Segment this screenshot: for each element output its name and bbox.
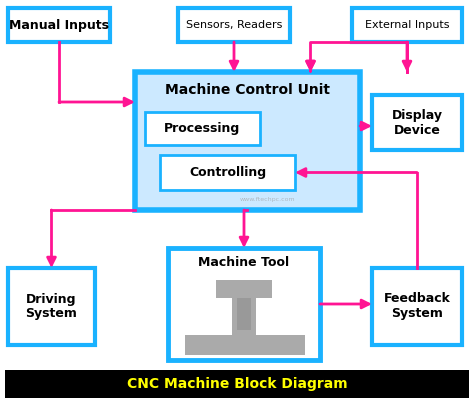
FancyBboxPatch shape: [8, 268, 95, 345]
FancyBboxPatch shape: [168, 248, 320, 360]
Text: Driving
System: Driving System: [26, 292, 77, 320]
Text: Controlling: Controlling: [189, 166, 266, 179]
FancyBboxPatch shape: [8, 8, 110, 42]
Text: External Inputs: External Inputs: [365, 20, 449, 30]
FancyBboxPatch shape: [237, 298, 251, 330]
Text: www.ftechpc.com: www.ftechpc.com: [240, 198, 295, 203]
FancyBboxPatch shape: [145, 112, 260, 145]
FancyBboxPatch shape: [216, 280, 272, 298]
FancyBboxPatch shape: [5, 370, 469, 398]
Text: Machine Tool: Machine Tool: [199, 255, 290, 269]
Text: Machine Control Unit: Machine Control Unit: [165, 83, 330, 97]
FancyBboxPatch shape: [135, 72, 360, 210]
FancyBboxPatch shape: [372, 95, 462, 150]
Text: Sensors, Readers: Sensors, Readers: [186, 20, 282, 30]
Text: Processing: Processing: [164, 122, 241, 135]
FancyBboxPatch shape: [178, 8, 290, 42]
FancyBboxPatch shape: [232, 290, 256, 340]
FancyBboxPatch shape: [372, 268, 462, 345]
Text: CNC Machine Block Diagram: CNC Machine Block Diagram: [127, 377, 347, 391]
Text: Display
Device: Display Device: [392, 109, 443, 136]
FancyBboxPatch shape: [352, 8, 462, 42]
Text: Feedback
System: Feedback System: [383, 292, 450, 320]
Text: Manual Inputs: Manual Inputs: [9, 18, 109, 32]
FancyBboxPatch shape: [160, 155, 295, 190]
FancyBboxPatch shape: [185, 335, 305, 355]
